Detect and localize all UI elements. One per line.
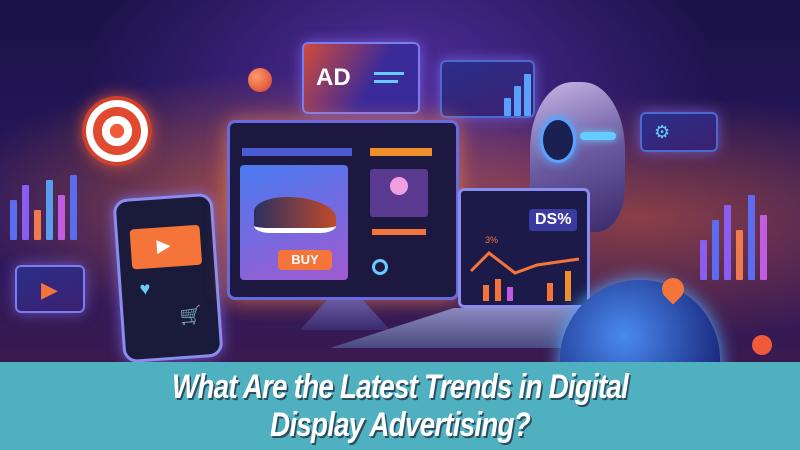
target-icon bbox=[82, 96, 152, 166]
product-card: BUY bbox=[240, 165, 348, 280]
buy-button[interactable]: BUY bbox=[278, 250, 332, 270]
play-icon: ▶ bbox=[41, 277, 58, 302]
laptop: DS% 3% bbox=[458, 188, 590, 308]
hero-illustration: AD ⚙ ▶ ▶ ♥ 🛒 B bbox=[0, 0, 800, 362]
orb-icon bbox=[248, 68, 272, 92]
analytics-panel bbox=[440, 60, 535, 118]
cart-icon: 🛒 bbox=[179, 304, 203, 327]
video-card: ▶ bbox=[15, 265, 85, 313]
monitor-stand bbox=[300, 300, 390, 330]
ad-banner-panel: AD bbox=[302, 42, 420, 114]
orb-icon bbox=[752, 335, 772, 355]
shoe-image bbox=[254, 197, 336, 233]
title-banner: What Are the Latest Trends in Digital Di… bbox=[0, 362, 800, 450]
left-bar-chart bbox=[10, 170, 100, 240]
title-line-1: What Are the Latest Trends in Digital bbox=[171, 368, 629, 406]
laptop-small-label: 3% bbox=[485, 235, 499, 245]
laptop-badge: DS% bbox=[529, 209, 578, 231]
title-line-2: Display Advertising? bbox=[270, 406, 531, 444]
laptop-trend-chart bbox=[469, 251, 580, 301]
right-bar-chart bbox=[700, 190, 790, 280]
user-icon bbox=[370, 169, 428, 217]
heart-icon: ♥ bbox=[139, 278, 152, 299]
ad-label: AD bbox=[316, 64, 351, 91]
desktop-monitor: BUY bbox=[227, 120, 459, 300]
settings-panel: ⚙ bbox=[640, 112, 718, 152]
smartphone: ▶ ♥ 🛒 bbox=[112, 192, 224, 362]
gear-icon: ⚙ bbox=[654, 122, 671, 142]
play-icon: ▶ bbox=[156, 234, 172, 256]
